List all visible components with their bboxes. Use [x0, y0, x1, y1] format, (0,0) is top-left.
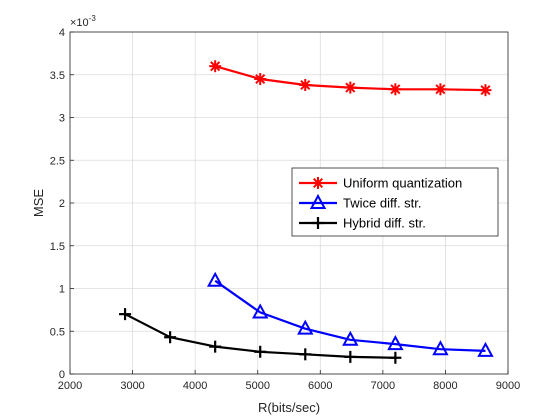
- data-point: [299, 348, 312, 361]
- data-point: [342, 330, 359, 346]
- data-point: [254, 73, 267, 86]
- x-tick-label: 9000: [496, 380, 520, 392]
- legend-entry: Hybrid diff. str.: [299, 216, 426, 231]
- x-tick-label: 2000: [58, 380, 82, 392]
- legend-label: Uniform quantization: [343, 176, 462, 191]
- data-point: [387, 334, 404, 351]
- x-tick-label: 5000: [245, 380, 269, 392]
- x-tick-label: 8000: [433, 380, 457, 392]
- data-point: [477, 341, 494, 357]
- data-point: [252, 303, 269, 319]
- data-point: [432, 340, 449, 356]
- data-point: [164, 331, 177, 344]
- y-tick-label: 0: [59, 369, 65, 381]
- y-tick-label: 0.5: [50, 326, 65, 338]
- data-point: [389, 83, 402, 96]
- legend: Uniform quantization Twice diff. str. Hybr…: [291, 167, 499, 237]
- legend-label: Twice diff. str.: [343, 196, 422, 211]
- series-line: [214, 279, 486, 352]
- data-point: [119, 308, 132, 321]
- data-point: [312, 177, 324, 189]
- data-point: [312, 217, 324, 229]
- y-axis-title: MSE: [31, 189, 46, 218]
- x-tick-label: 3000: [120, 380, 144, 392]
- data-point: [344, 81, 357, 94]
- x-axis-title: R(bits/sec): [258, 400, 320, 415]
- legend-entry: Uniform quantization: [299, 176, 462, 191]
- series-triangle: [206, 271, 494, 357]
- series-plus: [119, 308, 402, 364]
- x-tick-label: 7000: [371, 380, 395, 392]
- series-asterisk: [209, 60, 492, 97]
- legend-label: Hybrid diff. str.: [343, 216, 426, 231]
- y-tick-label: 2: [59, 198, 65, 210]
- x-tick-label: 6000: [308, 380, 332, 392]
- y-tick-label: 2.5: [50, 155, 65, 167]
- ticks: 2000 3000 4000 5000 6000 7000 8000 9000 0 0.5 1 1.5…: [50, 27, 521, 392]
- data-point: [209, 340, 222, 353]
- data-point: [209, 60, 222, 73]
- y-tick-label: 4: [59, 27, 65, 39]
- y-tick-label: 1: [59, 284, 65, 296]
- data-point: [206, 271, 224, 287]
- data-point: [297, 319, 314, 335]
- data-point: [254, 345, 267, 358]
- data-point: [479, 84, 492, 97]
- data-point: [299, 79, 312, 92]
- y-exponent-label: ×10-3: [70, 14, 96, 29]
- y-tick-label: 3.5: [50, 70, 65, 82]
- series-layer: [119, 60, 494, 364]
- y-tick-label: 1.5: [50, 241, 65, 253]
- data-point: [434, 83, 447, 96]
- data-point: [389, 351, 402, 364]
- data-point: [344, 350, 357, 363]
- x-tick-label: 4000: [183, 380, 207, 392]
- legend-items: Uniform quantization Twice diff. str. Hybr…: [299, 176, 462, 231]
- y-tick-label: 3: [59, 113, 65, 125]
- data-point: [309, 193, 327, 209]
- legend-entry: Twice diff. str.: [299, 193, 422, 211]
